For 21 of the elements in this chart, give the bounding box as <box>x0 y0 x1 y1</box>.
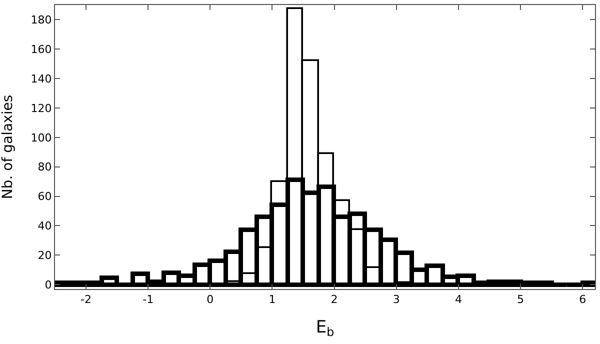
x-tick-label: 2 <box>330 293 338 306</box>
x-tick-label: 5 <box>517 293 524 306</box>
x-tick-label: 0 <box>206 293 214 306</box>
y-tick-label: 0 <box>44 278 52 292</box>
y-tick-label: 100 <box>30 131 52 144</box>
x-axis-title: E$_{b}$ <box>316 318 334 340</box>
x-tick-label: 3 <box>392 293 400 306</box>
y-tick-label: 160 <box>30 43 52 56</box>
x-tick-label: -1 <box>142 293 154 306</box>
y-tick-label: 60 <box>38 190 52 204</box>
y-tick-label: 120 <box>30 102 52 115</box>
y-tick-label: 180 <box>30 14 52 27</box>
x-tick-label: 4 <box>454 293 462 306</box>
x-tick-label: 6 <box>579 293 586 306</box>
y-tick-label: 140 <box>30 72 52 86</box>
y-tick-label: 80 <box>38 160 52 174</box>
y-tick-label: 40 <box>38 220 52 233</box>
x-tick-label: -2 <box>80 293 92 306</box>
y-tick-label: 20 <box>38 249 52 262</box>
x-tick-label: 1 <box>268 293 276 306</box>
y-axis-title: Nb. of galaxies <box>0 94 16 200</box>
